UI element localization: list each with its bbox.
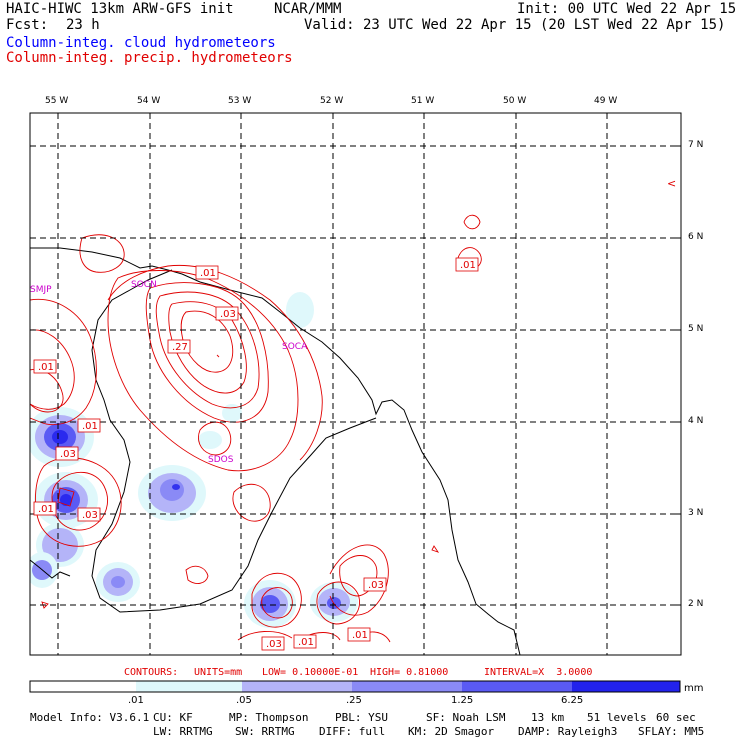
map-frame <box>29 112 682 656</box>
org-label: NCAR/MMM <box>274 1 342 17</box>
contour-label: .03 <box>261 636 285 651</box>
model-info: 51 levels <box>587 711 647 724</box>
contour-label: .01 <box>455 257 479 272</box>
colorbar-tick: .25 <box>346 695 362 706</box>
frame-ticks <box>57 113 681 606</box>
lon-label: 50 W <box>503 96 527 106</box>
contour-label: .01 <box>33 501 57 516</box>
svg-text:.01: .01 <box>460 260 476 271</box>
model-info: 13 km <box>531 711 565 724</box>
init-time: Init: 00 UTC Wed 22 Apr 15 <box>517 1 737 17</box>
station-label: SOCA <box>282 342 308 352</box>
field-cloud-label: Column-integ. cloud hydrometeors <box>6 35 276 51</box>
lat-label: 4 N <box>688 416 704 426</box>
lon-label: 54 W <box>137 96 161 106</box>
lon-label: 52 W <box>320 96 344 106</box>
svg-text:.27: .27 <box>172 342 188 353</box>
colorbar-units: mm <box>684 683 704 694</box>
contour-label: .03 <box>77 507 101 522</box>
latlon-grid <box>30 113 681 655</box>
forecast-hour: 23 h <box>66 17 100 33</box>
contour-label: .01 <box>347 627 371 642</box>
svg-text:.03: .03 <box>60 449 76 460</box>
lon-label: 49 W <box>594 96 618 106</box>
forecast-label: Fcst: <box>6 17 49 33</box>
valid-time: Valid: 23 UTC Wed 22 Apr 15 (20 LST Wed … <box>304 17 726 33</box>
lat-label: 7 N <box>688 140 704 150</box>
svg-text:.01: .01 <box>38 362 54 373</box>
border-line <box>30 559 71 579</box>
svg-text:.01: .01 <box>82 421 98 432</box>
contour-label: .01 <box>33 359 57 374</box>
model-info: Model Info: V3.6.1 <box>30 711 150 724</box>
station-label: SDOS <box>208 455 234 465</box>
contour-label: .01 <box>195 265 219 280</box>
model-info: SF: Noah LSM <box>426 711 506 724</box>
model-info: DIFF: full <box>319 725 386 738</box>
model-info: DAMP: Rayleigh3 <box>518 725 618 738</box>
model-info: MP: Thompson <box>229 711 309 724</box>
lat-label: 5 N <box>688 324 704 334</box>
colorbar-tick: 6.25 <box>561 695 584 706</box>
colorbar-tick: .01 <box>128 695 144 706</box>
coastline <box>30 247 521 655</box>
svg-text:.01: .01 <box>38 504 54 515</box>
station-label: SOCN <box>131 280 157 290</box>
lat-label: 3 N <box>688 508 704 518</box>
model-info: SFLAY: MM5 <box>638 725 705 738</box>
field-precip-label: Column-integ. precip. hydrometeors <box>6 50 293 66</box>
lon-label: 55 W <box>45 96 69 106</box>
contour-units: UNITS=mm <box>194 667 243 678</box>
station-label: SMJP <box>30 285 52 295</box>
arrow-icon: < <box>667 177 676 190</box>
contour-label: .27 <box>167 339 191 354</box>
svg-text:.03: .03 <box>266 639 282 650</box>
svg-text:.03: .03 <box>220 309 236 320</box>
model-info: 60 sec <box>656 711 696 724</box>
lon-label: 53 W <box>228 96 252 106</box>
lat-label: 2 N <box>688 599 704 609</box>
colorbar <box>29 680 681 693</box>
svg-text:.01: .01 <box>352 630 368 641</box>
contour-high: HIGH= 0.81000 <box>370 667 449 678</box>
model-info: PBL: YSU <box>335 711 388 724</box>
contour-labels: .01 .03 .27 .01 .01 .03 .01 .03 .03 .03 … <box>33 257 479 651</box>
model-info: SW: RRTMG <box>235 725 295 738</box>
model-info: KM: 2D Smagor <box>408 725 495 738</box>
contour-label: .01 <box>77 418 101 433</box>
model-info: LW: RRTMG <box>153 725 213 738</box>
contour-low: LOW= 0.10000E-01 <box>262 667 359 678</box>
border-line <box>91 269 377 613</box>
svg-text:.01: .01 <box>298 637 314 648</box>
model-info: CU: KF <box>153 711 193 724</box>
svg-text:.03: .03 <box>82 510 98 521</box>
contour-label: .03 <box>215 306 239 321</box>
contour-label: .03 <box>55 446 79 461</box>
svg-text:.03: .03 <box>368 580 384 591</box>
colorbar-tick: .05 <box>236 695 252 706</box>
contour-label: .03 <box>363 577 387 592</box>
contour-label: .01 <box>293 634 317 649</box>
contour-info-label: CONTOURS: <box>124 667 179 678</box>
svg-text:.01: .01 <box>200 268 216 279</box>
model-title: HAIC-HIWC 13km ARW-GFS init <box>6 1 234 17</box>
lat-label: 6 N <box>688 232 704 242</box>
contour-interval: INTERVAL=X 3.0000 <box>484 667 593 678</box>
colorbar-tick: 1.25 <box>451 695 474 706</box>
lon-label: 51 W <box>411 96 435 106</box>
